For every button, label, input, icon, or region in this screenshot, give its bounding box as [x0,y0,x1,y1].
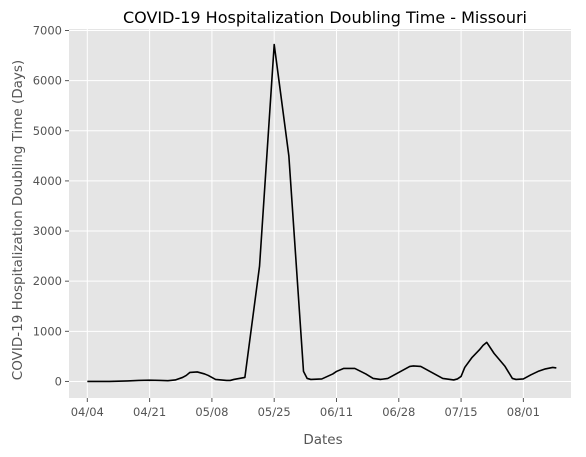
plot-area [69,29,571,398]
x-tick-label: 04/21 [133,405,166,419]
y-tick-label: 2000 [33,274,62,288]
y-tick-label: 4000 [33,174,62,188]
y-tick-label: 5000 [33,124,62,138]
gridlines [69,29,571,398]
x-tick-label: 08/01 [507,405,540,419]
chart-title: COVID-19 Hospitalization Doubling Time -… [123,8,527,27]
y-tick-label: 6000 [33,74,62,88]
x-tick-label: 05/08 [195,405,228,419]
x-axis-label: Dates [303,432,342,448]
x-tick-label: 05/25 [258,405,291,419]
y-axis-label: COVID-19 Hospitalization Doubling Time (… [10,60,26,380]
y-tick-label: 1000 [33,324,62,338]
y-tick-label: 0 [55,374,62,388]
y-tick-label: 3000 [33,224,62,238]
x-tick-label: 07/15 [444,405,477,419]
x-tick-label: 06/28 [382,405,415,419]
series-line [87,43,557,383]
axis-ticks: 0 1000 2000 3000 4000 5000 6000 7000 04/04 04/21 0… [33,24,540,419]
y-tick-label: 7000 [33,24,62,38]
x-tick-label: 06/11 [320,405,353,419]
x-tick-label: 04/04 [71,405,104,419]
